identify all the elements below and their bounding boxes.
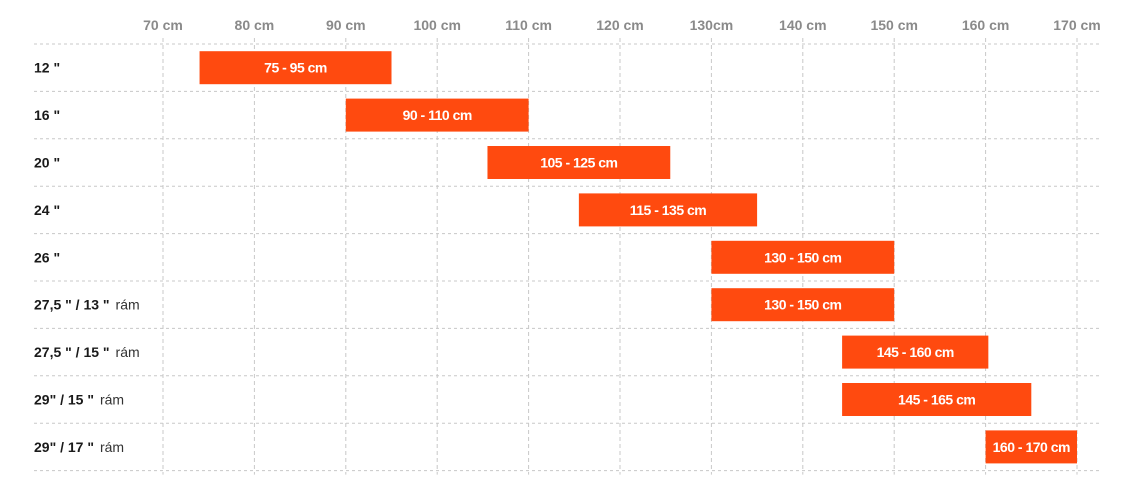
x-tick-label: 160 cm	[962, 17, 1009, 33]
category-label: 16 "	[34, 107, 60, 123]
category-label: 26 "	[34, 249, 60, 265]
category-label: 29" / 15 " rám	[34, 392, 124, 408]
range-bar	[711, 240, 895, 274]
x-tick-label: 110 cm	[505, 17, 552, 33]
x-axis-ticks: 70 cm 80 cm 90 cm 100 cm 110 cm 120 cm 130cm 14…	[143, 17, 1101, 33]
x-tick-label: 140 cm	[779, 17, 826, 33]
bar-value-label: 105 - 125 cm	[540, 155, 617, 171]
category-size: 24 "	[34, 202, 60, 218]
range-bar	[199, 51, 392, 85]
category-label: 29" / 17 " rám	[34, 439, 124, 455]
bar-value-label: 145 - 160 cm	[877, 344, 954, 360]
range-bar	[487, 146, 671, 179]
x-tick-label: 170 cm	[1053, 17, 1100, 33]
category-label: 24 "	[34, 202, 60, 218]
category-size: 16 "	[34, 107, 60, 123]
x-tick-label: 70 cm	[143, 17, 183, 33]
x-tick-label: 120 cm	[596, 17, 643, 33]
category-label: 27,5 " / 13 " rám	[34, 297, 140, 313]
bar-value-label: 115 - 135 cm	[630, 202, 707, 218]
bars: 75 - 95 cm 90 - 110 cm 105 - 125 cm 115 - 1…	[199, 51, 1077, 464]
category-label: 27,5 " / 15 " rám	[34, 344, 140, 360]
category-size: 29" / 15 "	[34, 392, 94, 408]
category-suffix: rám	[100, 392, 124, 408]
category-size: 12 "	[34, 60, 60, 76]
category-size: 27,5 " / 15 "	[34, 344, 110, 360]
range-bar	[578, 193, 758, 227]
category-size: 20 "	[34, 155, 60, 171]
category-suffix: rám	[116, 344, 140, 360]
bar-value-label: 145 - 165 cm	[898, 392, 975, 408]
x-tick-label: 130cm	[690, 17, 734, 33]
range-bar	[842, 383, 1032, 416]
category-suffix: rám	[100, 439, 124, 455]
range-bar	[985, 430, 1077, 464]
range-bar	[711, 288, 895, 322]
category-size: 26 "	[34, 249, 60, 265]
category-size: 27,5 " / 13 "	[34, 297, 110, 313]
x-tick-label: 90 cm	[326, 17, 366, 33]
bar-value-label: 130 - 150 cm	[764, 297, 841, 313]
bar-value-label: 75 - 95 cm	[264, 60, 327, 76]
bar-value-label: 130 - 150 cm	[764, 249, 841, 265]
x-tick-label: 150 cm	[870, 17, 917, 33]
category-size: 29" / 17 "	[34, 439, 94, 455]
category-suffix: rám	[116, 297, 140, 313]
category-label: 12 "	[34, 60, 60, 76]
category-label: 20 "	[34, 155, 60, 171]
bar-value-label: 160 - 170 cm	[993, 439, 1070, 455]
bar-value-label: 90 - 110 cm	[403, 107, 472, 123]
x-tick-label: 80 cm	[235, 17, 275, 33]
range-bar	[345, 98, 529, 132]
x-tick-label: 100 cm	[413, 17, 460, 33]
range-bar	[842, 335, 989, 369]
category-labels: 12 "16 "20 "24 "26 "27,5 " / 13 " rám27,5…	[34, 60, 140, 455]
